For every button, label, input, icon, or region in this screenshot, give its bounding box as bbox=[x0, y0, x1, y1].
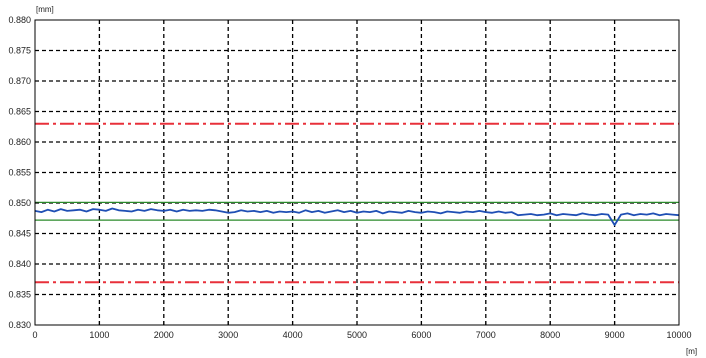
y-tick-label: 0.835 bbox=[8, 290, 31, 300]
x-tick-label: 4000 bbox=[283, 330, 303, 340]
y-tick-label: 0.840 bbox=[8, 259, 31, 269]
x-tick-label: 3000 bbox=[218, 330, 238, 340]
y-tick-label: 0.860 bbox=[8, 137, 31, 147]
y-tick-label: 0.850 bbox=[8, 198, 31, 208]
x-tick-label: 2000 bbox=[154, 330, 174, 340]
y-tick-label: 0.855 bbox=[8, 168, 31, 178]
y-tick-label: 0.870 bbox=[8, 76, 31, 86]
x-tick-label: 10000 bbox=[666, 330, 691, 340]
x-tick-label: 7000 bbox=[476, 330, 496, 340]
y-tick-label: 0.875 bbox=[8, 46, 31, 56]
x-tick-label: 8000 bbox=[540, 330, 560, 340]
y-tick-label: 0.830 bbox=[8, 320, 31, 330]
x-tick-label: 6000 bbox=[411, 330, 431, 340]
x-axis-ticks: 0 1000 2000 3000 4000 5000 6000 7000 8000 9000 100… bbox=[32, 321, 692, 340]
y-tick-label: 0.880 bbox=[8, 15, 31, 25]
y-axis-ticks: 0.830 0.835 0.840 0.845 0.850 0.855 0.860 0.865… bbox=[8, 15, 39, 330]
series-measurement bbox=[34, 207, 680, 226]
y-tick-label: 0.865 bbox=[8, 107, 31, 117]
x-tick-label: 0 bbox=[32, 330, 37, 340]
y-axis-unit-label: [mm] bbox=[36, 5, 54, 14]
x-tick-label: 1000 bbox=[89, 330, 109, 340]
y-tick-label: 0.845 bbox=[8, 229, 31, 239]
x-tick-label: 9000 bbox=[605, 330, 625, 340]
x-axis-unit-label: [m] bbox=[686, 347, 697, 356]
series-layer bbox=[34, 122, 680, 284]
x-tick-label: 5000 bbox=[347, 330, 367, 340]
